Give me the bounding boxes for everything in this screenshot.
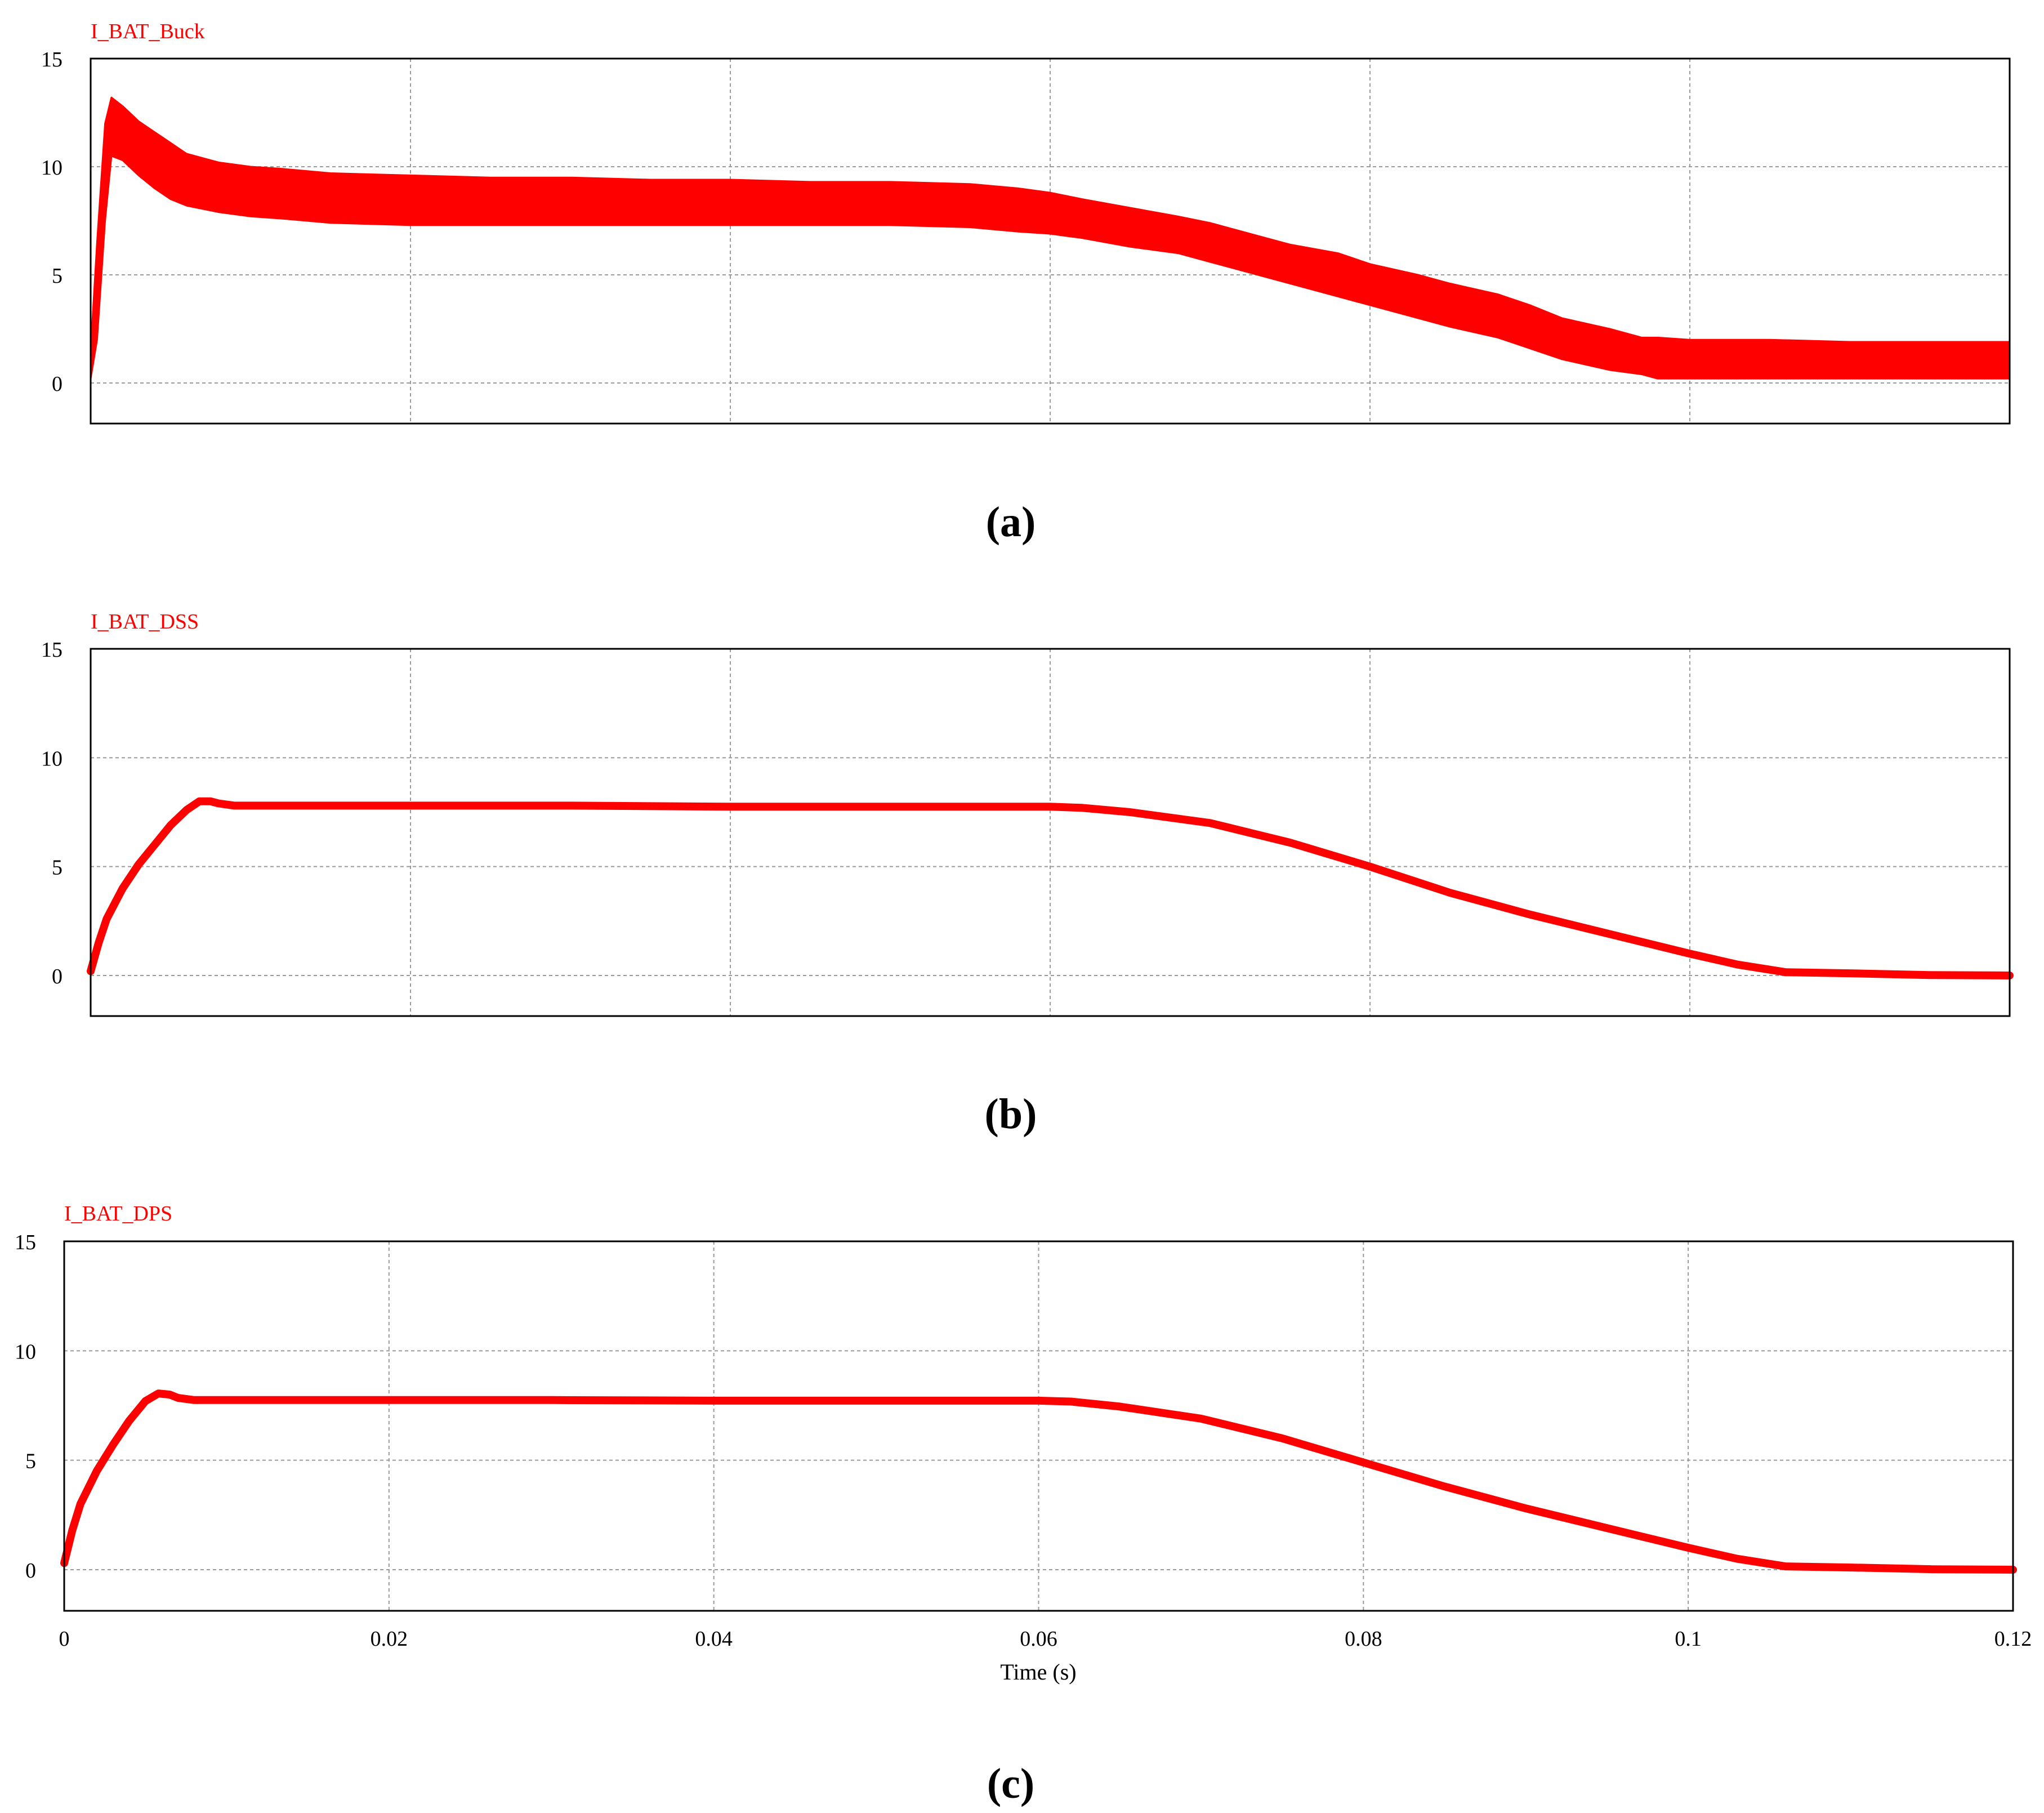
x-tick-label: 0 xyxy=(59,1627,70,1651)
x-tick-label: 0.02 xyxy=(371,1627,408,1651)
panel-c-label: (c) xyxy=(987,1760,1034,1807)
panel-c-plot-frame xyxy=(63,1240,2014,1612)
y-tick-label: 10 xyxy=(41,156,63,180)
panel-c-trace xyxy=(60,1389,2017,1574)
x-tick-label: 0.08 xyxy=(1345,1627,1382,1651)
y-tick-label: 0 xyxy=(52,372,63,396)
y-tick-label: 5 xyxy=(52,856,63,880)
panel-c-series-name: I_BAT_DPS xyxy=(64,1202,172,1226)
panel-b-trace xyxy=(87,797,2014,979)
panel-c-grid xyxy=(64,1241,2013,1611)
y-tick-label: 10 xyxy=(41,747,63,770)
panel-a-plot-frame xyxy=(90,57,2011,425)
y-tick-label: 5 xyxy=(52,264,63,288)
panel-a-y-tick-labels: 0 5 10 15 xyxy=(41,48,63,396)
panel-c-x-tick-labels: 0 0.02 0.04 0.06 0.08 0.1 0.12 xyxy=(59,1627,2032,1651)
y-tick-label: 0 xyxy=(25,1559,36,1583)
y-tick-label: 15 xyxy=(41,48,63,72)
x-tick-label: 0.06 xyxy=(1020,1627,1057,1651)
panel-b-y-tick-labels: 0 5 10 15 xyxy=(41,638,63,988)
panel-a-series-name: I_BAT_Buck xyxy=(91,20,205,43)
series-line-i-bat-dps xyxy=(60,1389,2017,1574)
panel-c: 0 5 10 15 0 0.02 0.04 0.06 0.08 0.1 0.12 I_BAT_DP… xyxy=(15,1202,2032,1807)
y-tick-label: 10 xyxy=(15,1340,36,1364)
panel-b-series-name: I_BAT_DSS xyxy=(91,610,199,634)
y-tick-label: 5 xyxy=(25,1450,36,1473)
panel-a: 0 5 10 15 I_BAT_Buck (a) xyxy=(41,20,2011,546)
y-tick-label: 15 xyxy=(41,638,63,662)
y-tick-label: 0 xyxy=(52,965,63,988)
panel-c-x-axis-label: Time (s) xyxy=(1000,1659,1076,1685)
x-tick-label: 0.1 xyxy=(1675,1627,1702,1651)
panel-b-label: (b) xyxy=(985,1090,1037,1138)
panel-b-plot-frame xyxy=(90,648,2011,1017)
x-tick-label: 0.12 xyxy=(1994,1627,2032,1651)
panel-c-y-tick-labels: 0 5 10 15 xyxy=(15,1231,36,1583)
series-line-i-bat-dss xyxy=(87,797,2014,979)
y-tick-label: 15 xyxy=(15,1231,36,1254)
panel-a-label: (a) xyxy=(986,498,1036,546)
x-tick-label: 0.04 xyxy=(695,1627,733,1651)
panel-b: 0 5 10 15 I_BAT_DSS (b) xyxy=(41,610,2014,1138)
